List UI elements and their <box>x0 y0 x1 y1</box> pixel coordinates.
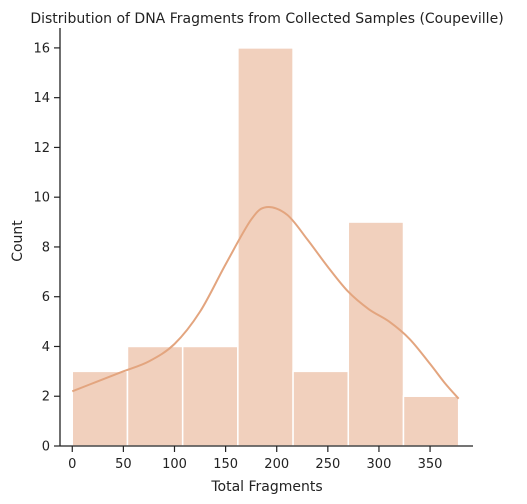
axes: 0 50 100 150 200 250 300 350 0 2 4 6 8 10 12 14 16 <box>33 28 473 472</box>
histogram-bars <box>71 47 460 447</box>
x-tick-label: 50 <box>115 457 132 472</box>
x-axis-label: Total Fragments <box>210 479 322 495</box>
y-tick-label: 8 <box>42 240 50 255</box>
y-tick-label: 6 <box>42 290 50 305</box>
histogram-bar-2 <box>181 345 239 447</box>
x-tick-label: 100 <box>162 457 187 472</box>
y-tick-label: 10 <box>33 191 50 206</box>
x-tick-label: 200 <box>264 457 289 472</box>
histogram-bar-6 <box>402 395 460 447</box>
chart-title: Distribution of DNA Fragments from Colle… <box>30 11 503 27</box>
x-tick-label: 250 <box>315 457 340 472</box>
y-tick-label: 16 <box>33 41 50 56</box>
y-tick-label: 4 <box>42 340 50 355</box>
y-tick-label: 2 <box>42 390 50 405</box>
y-tick-label: 0 <box>42 440 50 455</box>
y-tick-label: 14 <box>33 91 50 106</box>
x-tick-label: 150 <box>213 457 238 472</box>
x-tick-label: 0 <box>68 457 76 472</box>
y-axis-label: Count <box>10 220 26 262</box>
histogram-bar-0 <box>71 370 129 447</box>
kde-curve <box>71 206 460 400</box>
x-tick-label: 350 <box>418 457 443 472</box>
y-tick-label: 12 <box>33 141 50 156</box>
histogram-bar-5 <box>347 221 405 447</box>
histogram-bar-3 <box>237 47 294 447</box>
histogram-bar-4 <box>292 370 350 447</box>
histogram-bar-1 <box>126 345 184 447</box>
x-tick-label: 300 <box>367 457 392 472</box>
